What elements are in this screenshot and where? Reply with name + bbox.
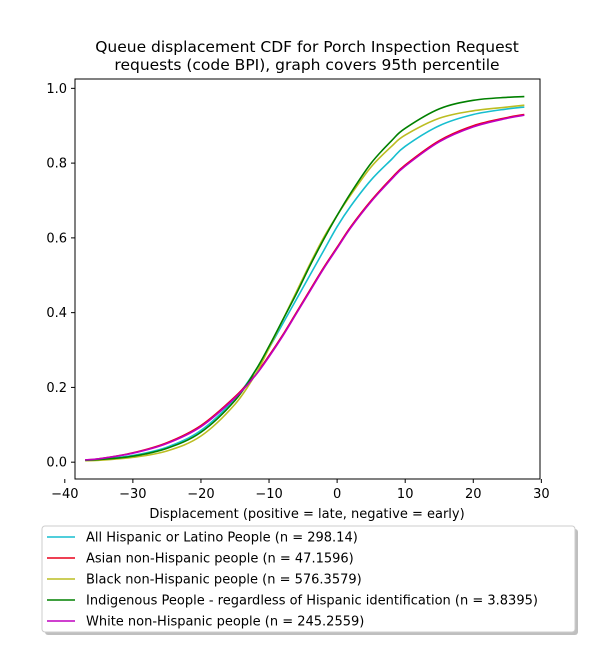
legend-label-2: Black non-Hispanic people (n = 576.3579) <box>86 573 362 588</box>
series-line-2 <box>85 104 525 462</box>
legend-box <box>41 525 576 633</box>
x-tick-label: −30 <box>119 487 146 502</box>
chart-title-line-2: requests (code BPI), graph covers 95th p… <box>114 56 499 74</box>
legend-label-0: All Hispanic or Latino People (n = 298.1… <box>86 531 358 546</box>
x-tick-label: 0 <box>333 487 341 502</box>
y-tick-label: 1.0 <box>46 82 67 97</box>
legend: All Hispanic or Latino People (n = 298.1… <box>41 525 578 635</box>
series-line-0 <box>85 106 525 462</box>
legend-label-4: White non-Hispanic people (n = 245.2559) <box>86 615 364 630</box>
y-tick-label: 0.8 <box>46 157 67 172</box>
x-tick-label: −40 <box>51 487 78 502</box>
series-line-3 <box>85 95 525 462</box>
y-axis: 0.0 0.2 0.4 0.6 0.8 1.0 <box>46 82 75 471</box>
legend-label-3: Indigenous People - regardless of Hispan… <box>86 594 538 609</box>
x-tick-label: −20 <box>187 487 214 502</box>
chart-title-line-1: Queue displacement CDF for Porch Inspect… <box>95 38 519 56</box>
series-layer <box>85 95 525 462</box>
series-line-4 <box>85 114 525 461</box>
x-tick-label: −10 <box>255 487 282 502</box>
x-axis-label: Displacement (positive = late, negative … <box>149 507 464 522</box>
plot-frame <box>74 78 541 480</box>
y-tick-label: 0.0 <box>46 456 67 471</box>
x-tick-label: 10 <box>397 487 414 502</box>
legend-label-1: Asian non-Hispanic people (n = 47.1596) <box>86 552 354 567</box>
x-tick-label: 20 <box>465 487 482 502</box>
x-tick-label: 30 <box>533 487 550 502</box>
y-tick-label: 0.6 <box>46 231 67 246</box>
y-tick-label: 0.4 <box>46 306 67 321</box>
y-tick-label: 0.2 <box>46 381 67 396</box>
x-axis: −40 −30 −20 −10 0 10 20 30 <box>51 479 550 502</box>
